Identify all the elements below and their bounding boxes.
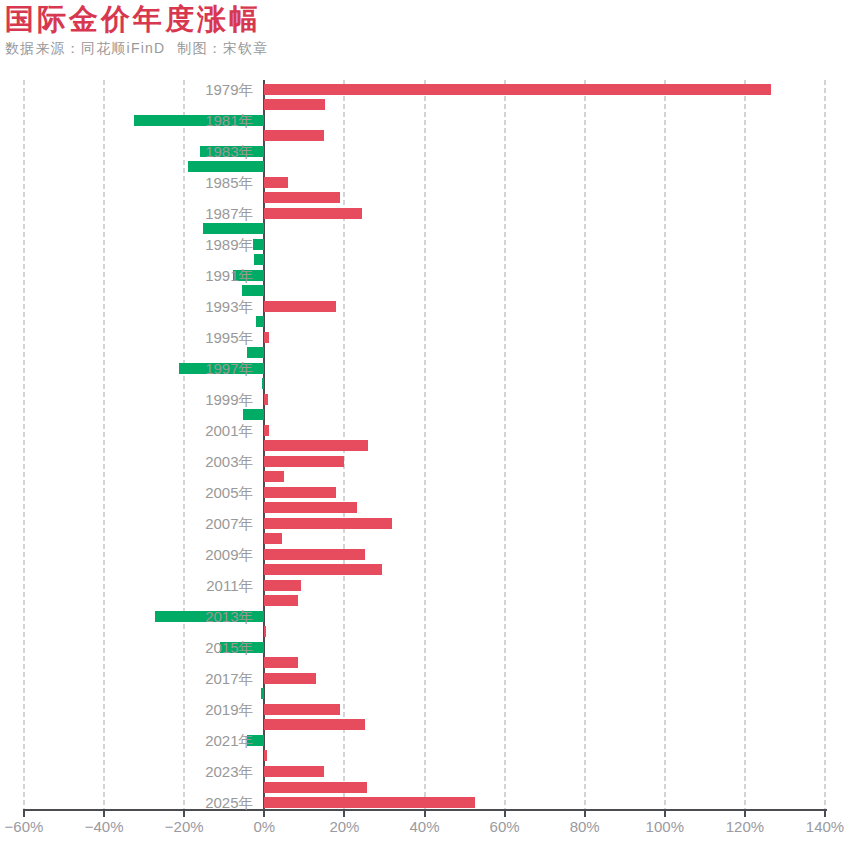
gridline bbox=[23, 80, 25, 810]
year-label: 1981年 bbox=[174, 113, 254, 128]
year-label: 2005年 bbox=[174, 485, 254, 500]
bar-1992 bbox=[242, 285, 264, 296]
gridline bbox=[824, 80, 826, 810]
bar-1989 bbox=[253, 239, 264, 250]
bar-2018 bbox=[261, 688, 264, 699]
bar-2011 bbox=[264, 580, 301, 591]
chart-subtitle: 数据来源：同花顺iFinD 制图：宋钦章 bbox=[5, 40, 268, 58]
bar-2006 bbox=[264, 502, 357, 513]
bar-2008 bbox=[264, 533, 282, 544]
year-label: 2013年 bbox=[174, 609, 254, 624]
axis-tick bbox=[183, 811, 185, 817]
year-label: 2021年 bbox=[174, 733, 254, 748]
x-axis-label: −40% bbox=[85, 818, 124, 835]
year-label: 2023年 bbox=[174, 764, 254, 779]
bar-1979 bbox=[264, 84, 771, 95]
chart-title: 国际金价年度涨幅 bbox=[5, 0, 261, 40]
gridline bbox=[504, 80, 506, 810]
bar-2014 bbox=[264, 626, 266, 637]
axis-tick bbox=[103, 811, 105, 817]
x-axis-label: 80% bbox=[570, 818, 600, 835]
x-axis-label: 60% bbox=[490, 818, 520, 835]
bar-2022 bbox=[264, 750, 267, 761]
bar-1982 bbox=[264, 130, 324, 141]
bar-1985 bbox=[264, 177, 288, 188]
year-label: 2025年 bbox=[174, 795, 254, 810]
axis-tick bbox=[23, 811, 25, 817]
bar-1993 bbox=[264, 301, 336, 312]
bar-2007 bbox=[264, 518, 392, 529]
year-label: 2001年 bbox=[174, 423, 254, 438]
gridline bbox=[664, 80, 666, 810]
year-label: 2017年 bbox=[174, 671, 254, 686]
bar-2010 bbox=[264, 564, 381, 575]
year-label: 2015年 bbox=[174, 640, 254, 655]
bar-2025 bbox=[264, 797, 475, 808]
axis-tick bbox=[664, 811, 666, 817]
bar-2004 bbox=[264, 471, 284, 482]
x-axis-label: 140% bbox=[806, 818, 844, 835]
bar-2001 bbox=[264, 425, 269, 436]
bar-1980 bbox=[264, 99, 325, 110]
axis-tick bbox=[343, 811, 345, 817]
gridline bbox=[424, 80, 426, 810]
x-axis-label: 120% bbox=[726, 818, 764, 835]
bar-2003 bbox=[264, 456, 344, 467]
gridline bbox=[584, 80, 586, 810]
bar-1986 bbox=[264, 192, 340, 203]
year-label: 2003年 bbox=[174, 454, 254, 469]
x-axis-line bbox=[23, 809, 827, 811]
bar-1999 bbox=[264, 394, 268, 405]
axis-tick bbox=[424, 811, 426, 817]
year-label: 2019年 bbox=[174, 702, 254, 717]
axis-tick bbox=[824, 811, 826, 817]
year-label: 1987年 bbox=[174, 206, 254, 221]
x-axis-label: −20% bbox=[165, 818, 204, 835]
bar-2024 bbox=[264, 782, 367, 793]
x-axis-label: 40% bbox=[409, 818, 439, 835]
bar-2017 bbox=[264, 673, 316, 684]
year-label: 1983年 bbox=[174, 144, 254, 159]
bar-1998 bbox=[262, 378, 265, 389]
year-label: 1999年 bbox=[174, 392, 254, 407]
year-label: 1995年 bbox=[174, 330, 254, 345]
bar-1996 bbox=[247, 347, 265, 358]
bar-2009 bbox=[264, 549, 365, 560]
axis-tick bbox=[263, 811, 265, 817]
bar-2016 bbox=[264, 657, 298, 668]
bar-2012 bbox=[264, 595, 298, 606]
bar-1995 bbox=[264, 332, 269, 343]
year-label: 1997年 bbox=[174, 361, 254, 376]
year-label: 1989年 bbox=[174, 237, 254, 252]
bar-1987 bbox=[264, 208, 362, 219]
year-label: 1991年 bbox=[174, 268, 254, 283]
x-axis-label: 100% bbox=[646, 818, 684, 835]
bar-1994 bbox=[256, 316, 265, 327]
bar-2002 bbox=[264, 440, 367, 451]
year-label: 1979年 bbox=[174, 82, 254, 97]
year-label: 2007年 bbox=[174, 516, 254, 531]
x-axis-label: 20% bbox=[329, 818, 359, 835]
gridline bbox=[103, 80, 105, 810]
bar-1988 bbox=[203, 223, 264, 234]
bar-2000 bbox=[243, 409, 265, 420]
bar-1990 bbox=[254, 254, 264, 265]
bar-2023 bbox=[264, 766, 324, 777]
bar-2020 bbox=[264, 719, 365, 730]
year-label: 2011年 bbox=[174, 578, 254, 593]
gridline bbox=[744, 80, 746, 810]
year-label: 1985年 bbox=[174, 175, 254, 190]
bar-2019 bbox=[264, 704, 339, 715]
bar-1984 bbox=[188, 161, 265, 172]
bar-2005 bbox=[264, 487, 336, 498]
x-axis-label: −60% bbox=[5, 818, 44, 835]
data-source-note: 数据来源：同花顺iFinD bbox=[5, 40, 165, 56]
year-label: 1993年 bbox=[174, 299, 254, 314]
credit-note: 制图：宋钦章 bbox=[177, 40, 268, 56]
x-axis-label: 0% bbox=[253, 818, 275, 835]
axis-tick bbox=[584, 811, 586, 817]
axis-tick bbox=[744, 811, 746, 817]
axis-tick bbox=[504, 811, 506, 817]
year-label: 2009年 bbox=[174, 547, 254, 562]
